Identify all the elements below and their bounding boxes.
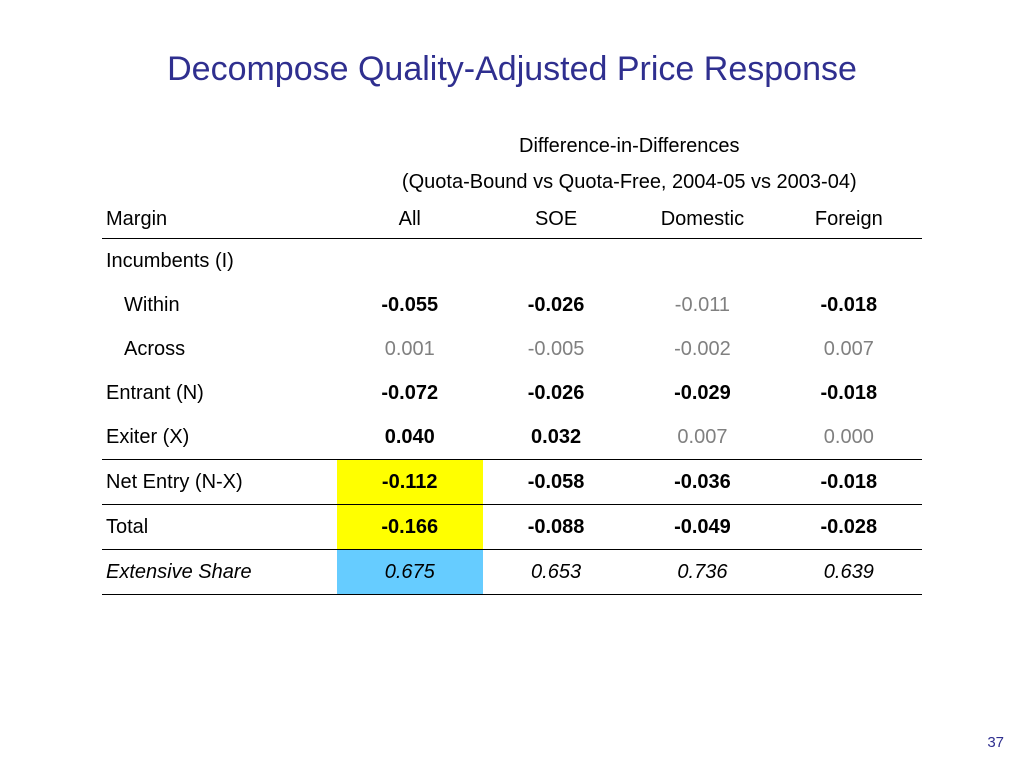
cell-total-soe: -0.088 [482,504,630,550]
decomposition-table-container: Difference-in-Differences (Quota-Bound v… [102,128,922,595]
header-comparison: (Quota-Bound vs Quota-Free, 2004-05 vs 2… [401,170,857,193]
column-header-foreign: Foreign [775,200,922,239]
table-row-extensive-share: Extensive Share 0.675 0.653 0.736 0.639 [102,549,922,595]
cell-total-all: -0.166 [336,504,483,550]
column-header-domestic: Domestic [629,200,776,239]
cell-incumbents-all [337,239,483,284]
cell-incumbents-domestic [629,239,775,284]
table-row-incumbents: Incumbents (I) [102,239,922,284]
cell-entrant-foreign: -0.018 [820,381,878,404]
cell-across-foreign: 0.007 [823,337,874,360]
column-header-row: Margin All SOE Domestic Foreign [102,200,922,239]
table-row-total: Total -0.166 -0.088 -0.049 -0.028 [102,504,922,550]
cell-net-entry-domestic: -0.036 [629,459,776,505]
cell-within-foreign: -0.018 [820,293,878,316]
table-row-across: Across 0.001 -0.005 -0.002 0.007 [102,327,922,371]
cell-extensive-share-domestic: 0.736 [629,549,776,595]
table-row-entrant: Entrant (N) -0.072 -0.026 -0.029 -0.018 [102,371,922,415]
column-header-margin: Margin [102,200,337,239]
table-row-within: Within -0.055 -0.026 -0.011 -0.018 [102,283,922,327]
cell-across-all: 0.001 [384,337,435,360]
cell-entrant-all: -0.072 [381,381,439,404]
row-label-across: Across [124,337,186,360]
cell-net-entry-all: -0.112 [336,459,483,505]
cell-within-soe: -0.026 [527,293,585,316]
row-label-entrant: Entrant (N) [106,381,204,404]
table-row-exiter: Exiter (X) 0.040 0.032 0.007 0.000 [102,415,922,460]
cell-net-entry-foreign: -0.018 [775,459,922,505]
column-header-soe: SOE [482,200,630,239]
cell-extensive-share-foreign: 0.639 [775,549,922,595]
row-label-total: Total [102,504,337,550]
cell-entrant-soe: -0.026 [527,381,585,404]
row-label-net-entry: Net Entry (N-X) [102,459,337,505]
cell-total-foreign: -0.028 [775,504,922,550]
cell-incumbents-foreign [776,239,922,284]
cell-total-domestic: -0.049 [629,504,776,550]
table-row-net-entry: Net Entry (N-X) -0.112 -0.058 -0.036 -0.… [102,459,922,505]
decomposition-table: Difference-in-Differences (Quota-Bound v… [102,128,922,595]
row-label-within: Within [124,293,180,316]
column-header-all: All [336,200,483,239]
row-label-extensive-share: Extensive Share [102,549,337,595]
cell-extensive-share-all: 0.675 [336,549,483,595]
cell-incumbents-soe [483,239,629,284]
row-label-incumbents: Incumbents (I) [106,249,234,272]
table-header-row-1: Difference-in-Differences [102,128,922,164]
cell-extensive-share-soe: 0.653 [482,549,630,595]
row-label-exiter: Exiter (X) [106,425,190,448]
cell-exiter-all: 0.040 [384,425,435,448]
cell-entrant-domestic: -0.029 [674,381,731,404]
slide-title: Decompose Quality-Adjusted Price Respons… [167,50,857,88]
cell-exiter-soe: 0.032 [531,425,582,448]
cell-within-domestic: -0.011 [674,293,731,316]
header-diff-in-diff: Difference-in-Differences [519,134,740,157]
cell-across-domestic: -0.002 [674,337,731,360]
cell-exiter-domestic: 0.007 [677,425,728,448]
page-number: 37 [987,734,1004,751]
cell-exiter-foreign: 0.000 [823,425,874,448]
table-header-row-2: (Quota-Bound vs Quota-Free, 2004-05 vs 2… [102,164,922,200]
cell-within-all: -0.055 [381,293,439,316]
cell-across-soe: -0.005 [527,337,585,360]
cell-net-entry-soe: -0.058 [482,459,630,505]
